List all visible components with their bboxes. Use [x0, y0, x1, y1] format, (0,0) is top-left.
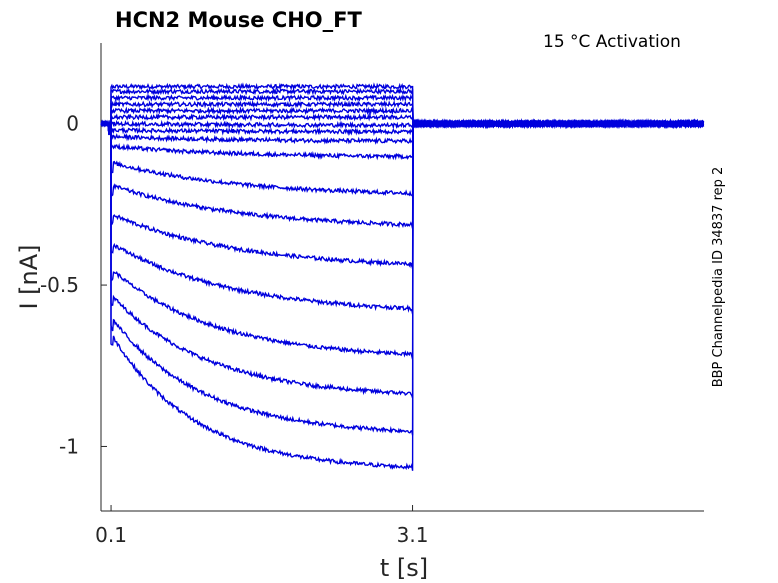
- axes: [100, 43, 704, 512]
- y-tick-label: 0: [66, 112, 79, 136]
- x-tick-group: 0.1 3.1: [95, 505, 428, 547]
- trace-group: [100, 82, 705, 471]
- x-axis-label: t [s]: [380, 554, 428, 582]
- x-tick-label: 3.1: [397, 523, 429, 547]
- source-id-label: BBP Channelpedia ID 34837 rep 2: [711, 167, 726, 388]
- protocol-annotation: 15 °C Activation: [543, 32, 681, 52]
- y-tick-label: -0.5: [40, 273, 79, 297]
- y-axis-label: I [nA]: [15, 244, 43, 309]
- current-trace: [100, 118, 705, 471]
- y-tick-label: -1: [59, 434, 79, 458]
- x-tick-label: 0.1: [95, 523, 127, 547]
- y-tick-group: 0 -0.5 -1: [40, 112, 107, 458]
- chart-title: HCN2 Mouse CHO_FT: [115, 8, 362, 32]
